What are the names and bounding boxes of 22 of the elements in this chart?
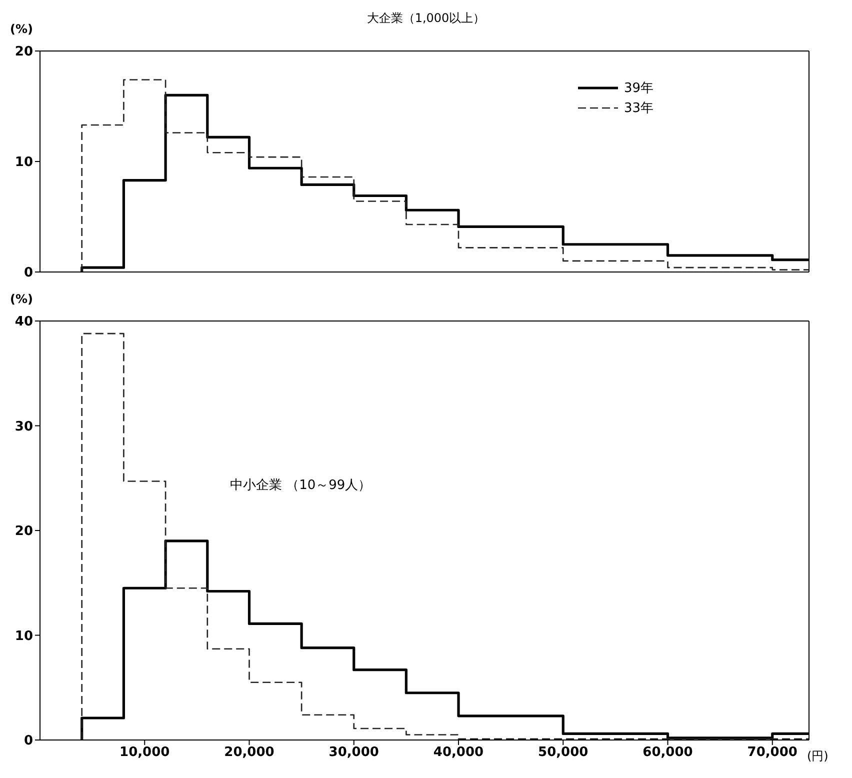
- x-tick-label: 30,000: [328, 745, 379, 760]
- x-tick-label: 40,000: [433, 745, 484, 760]
- x-tick-label: 20,000: [224, 745, 274, 760]
- y-axis-title: (%): [10, 292, 33, 306]
- y-tick-label: 20: [14, 44, 33, 60]
- annotation: 中小企業 （10～99人）: [228, 477, 372, 494]
- y-tick-label: 0: [24, 266, 33, 281]
- y-tick-label: 40: [14, 314, 33, 330]
- y-tick-label: 0: [24, 734, 33, 749]
- x-tick-label: 60,000: [642, 745, 693, 760]
- x-tick-label: 70,000: [747, 745, 798, 760]
- y-tick-label: 30: [14, 419, 33, 434]
- x-tick-label: 50,000: [538, 745, 588, 760]
- x-axis-title: (円): [807, 749, 828, 763]
- chart-title: 大企業（1,000以上）: [366, 11, 486, 25]
- y-tick-label: 10: [14, 155, 33, 170]
- legend-label: 39年: [624, 80, 654, 97]
- y-tick-label: 20: [14, 524, 33, 540]
- y-axis-title: (%): [10, 22, 33, 36]
- x-tick-label: 10,000: [120, 745, 170, 760]
- legend-label: 33年: [624, 100, 654, 117]
- y-tick-label: 10: [14, 628, 33, 644]
